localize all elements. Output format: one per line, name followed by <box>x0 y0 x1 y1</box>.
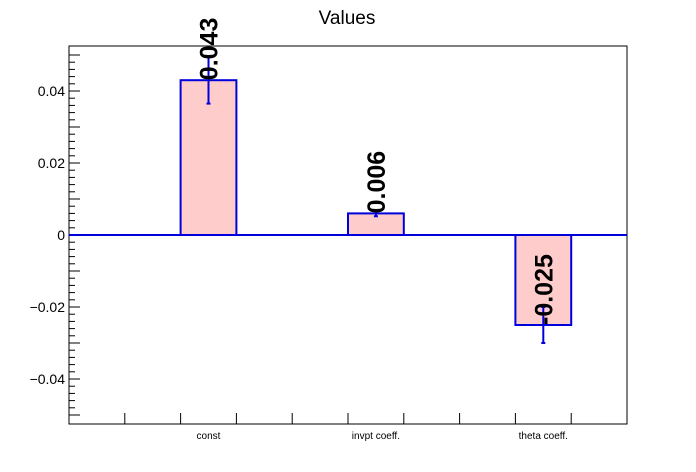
bars-group <box>179 79 573 326</box>
y-tick-label: −0.04 <box>30 371 66 387</box>
y-tick-label: 0.02 <box>38 155 65 171</box>
y-tick-label: 0 <box>57 227 65 243</box>
error-bars-group <box>206 55 546 344</box>
x-category-label: theta coeff. <box>519 431 568 442</box>
y-tick-label: −0.02 <box>30 299 66 315</box>
data-labels-group: 0.043 0.006 -0.025 <box>196 18 559 325</box>
x-axis: const invpt coeff. theta coeff. <box>124 413 572 442</box>
chart-title: Values <box>319 8 376 29</box>
data-label: -0.025 <box>530 254 558 325</box>
x-category-label: const <box>197 431 221 442</box>
data-label: 0.006 <box>363 151 391 214</box>
data-label: 0.043 <box>196 18 224 81</box>
y-axis: −0.04 −0.02 0 0.02 0.04 <box>30 54 80 416</box>
y-tick-label: 0.04 <box>38 83 65 99</box>
x-category-label: invpt coeff. <box>352 431 400 442</box>
